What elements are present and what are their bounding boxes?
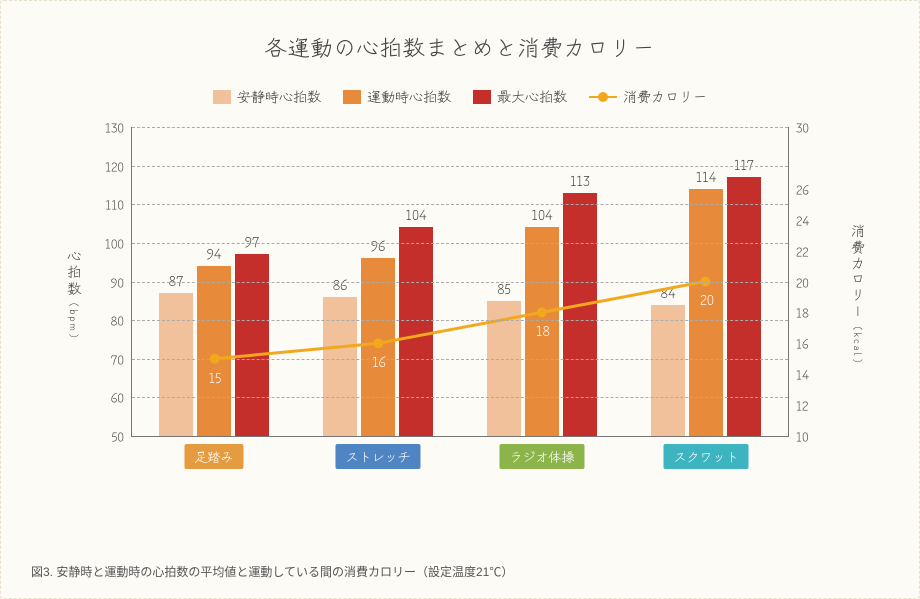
y-right-tick: 18 [788,303,809,322]
y-right-tick: 26 [788,179,809,198]
y-right-axis-label: 消費カロリー（kcal） [849,223,867,370]
category-label: ラジオ体操 [499,444,584,469]
bar-value-label: 94 [207,244,222,266]
calorie-value-label: 20 [700,290,714,310]
legend-item-calorie: 消費カロリー [589,87,707,107]
y-right-tick: 12 [788,396,808,415]
y-right-tick: 10 [788,427,809,446]
y-left-tick: 100 [105,233,132,252]
bar-value-label: 86 [333,275,348,297]
legend-item-active: 運動時心拍数 [343,87,451,107]
grid-line [132,320,788,321]
calorie-value-label: 15 [209,368,222,388]
y-right-tick: 30 [788,118,809,137]
bar-value-label: 113 [570,171,590,193]
category-label: ストレッチ [335,444,420,469]
y-left-tick: 60 [111,388,132,407]
y-left-tick: 110 [105,195,132,214]
y-left-axis-label: 心拍数（bpm） [65,248,83,346]
y-left-tick: 80 [110,311,132,330]
bar: 87 [159,293,193,436]
y-left-tick: 50 [112,427,133,446]
bar: 114 [689,189,723,436]
figure-container: 各運動の心拍数まとめと消費カロリー 安静時心拍数 運動時心拍数 最大心拍数 消費… [0,0,920,599]
figure-caption: 図3. 安静時と運動時の心拍数の平均値と運動している間の消費カロリー（設定温度2… [31,563,513,580]
bar: 113 [563,193,597,436]
legend-label: 運動時心拍数 [367,87,451,107]
plot-region: 879497足踏み8696104ストレッチ85104113ラジオ体操841141… [131,127,789,437]
grid-line [132,397,788,398]
legend-label: 安静時心拍数 [237,87,321,107]
grid-line [132,282,788,283]
calorie-value-label: 16 [372,352,386,372]
legend-label: 消費カロリー [623,87,707,107]
bar-value-label: 104 [406,205,427,227]
y-left-tick: 90 [111,272,132,291]
y-right-tick: 16 [788,334,809,353]
category-label: 足踏み [184,444,243,469]
bar: 86 [323,297,357,436]
grid-line [132,204,788,205]
line-swatch-icon [589,90,617,104]
legend-item-resting: 安静時心拍数 [213,87,321,107]
category-label: スクワット [663,444,748,469]
bar-value-label: 84 [661,283,676,305]
legend-item-max: 最大心拍数 [473,87,567,107]
y-left-tick: 70 [111,349,132,368]
grid-line [132,166,788,167]
y-right-tick: 14 [788,365,809,384]
y-left-tick: 120 [105,156,132,175]
bar: 94 [197,266,231,436]
bar: 104 [399,227,433,436]
y-right-tick: 24 [788,210,809,229]
calorie-value-label: 18 [536,321,550,341]
y-left-tick: 130 [105,118,132,137]
grid-line [132,243,788,244]
swatch-icon [473,90,491,104]
bar: 84 [651,305,685,436]
bar-value-label: 114 [696,167,716,189]
swatch-icon [343,90,361,104]
chart-title: 各運動の心拍数まとめと消費カロリー [61,31,859,63]
grid-line [132,359,788,360]
legend: 安静時心拍数 運動時心拍数 最大心拍数 消費カロリー [61,87,859,107]
y-right-tick: 20 [788,272,809,291]
bar-value-label: 96 [371,236,385,258]
legend-label: 最大心拍数 [497,87,567,107]
chart-area: 心拍数（bpm） 消費カロリー（kcal） 879497足踏み8696104スト… [61,117,859,477]
bar: 96 [361,258,395,436]
y-right-tick: 22 [788,241,809,260]
grid-line [132,127,788,128]
swatch-icon [213,90,231,104]
bar-value-label: 104 [532,205,553,227]
